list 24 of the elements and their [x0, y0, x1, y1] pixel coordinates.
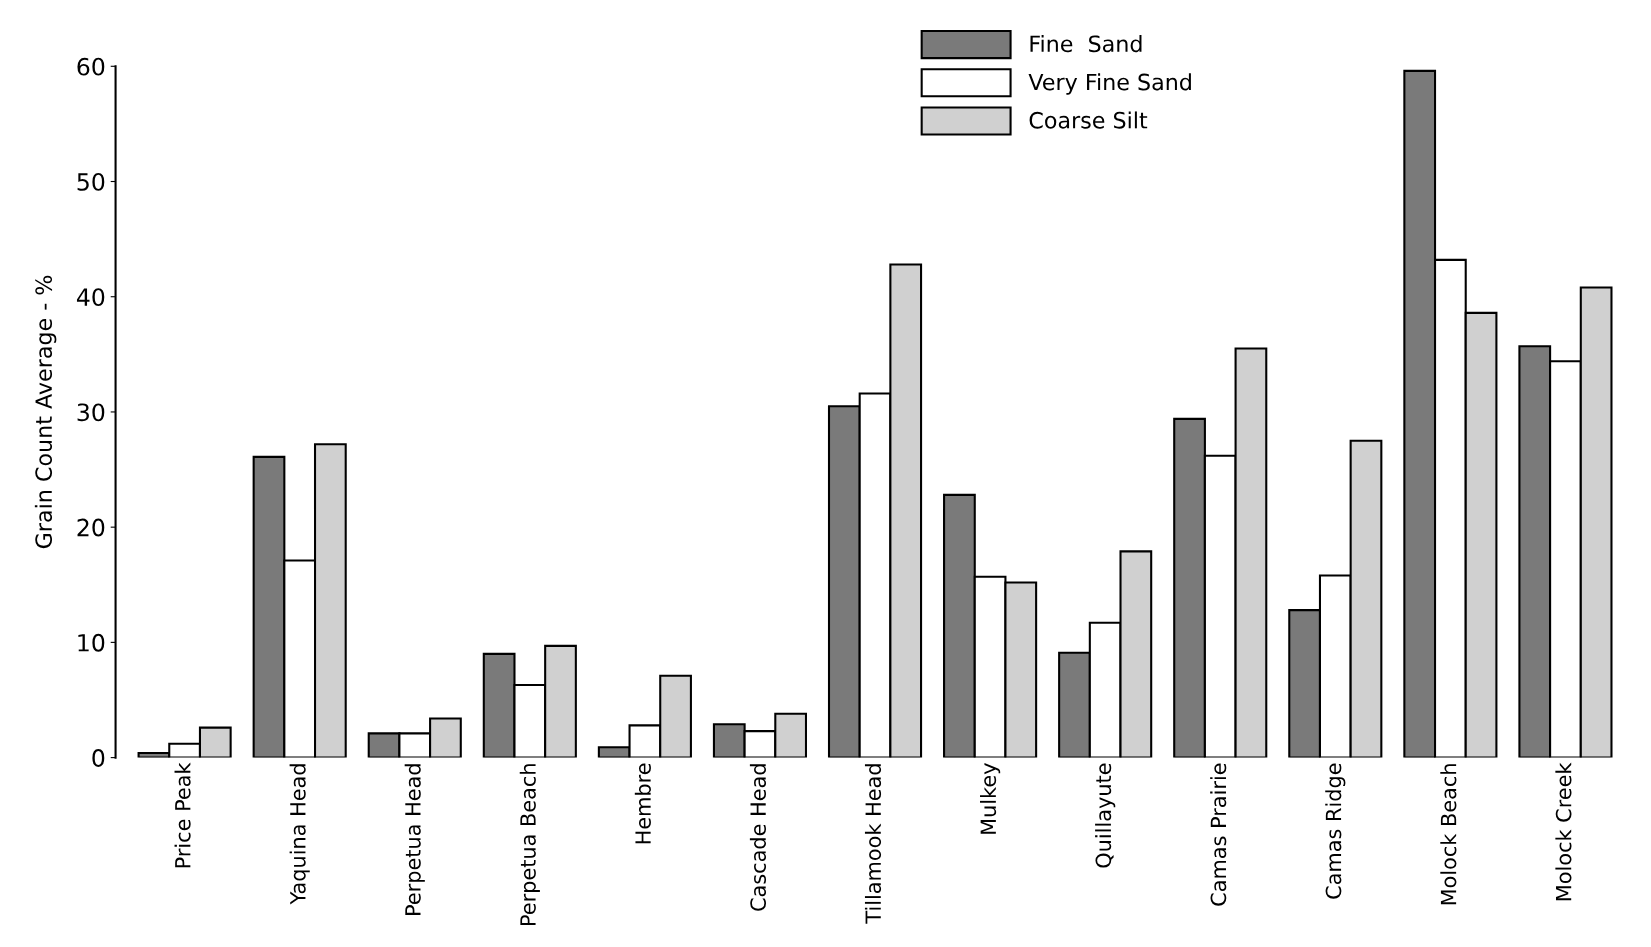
x-tick-label: Molock Creek	[1555, 762, 1572, 901]
x-tick-label: Quillayute	[1095, 763, 1116, 868]
x-tick-label: Perpetua Head	[404, 764, 425, 915]
y-axis-title: Grain Count Average - %	[34, 275, 57, 549]
y-tick-label: 50	[77, 172, 105, 191]
y-tick-label: 40	[76, 288, 105, 307]
x-tick-label: Yaquina Head	[289, 764, 310, 905]
x-tick-label: Molock Beach	[1440, 764, 1457, 905]
x-tick-label: Mulkey	[980, 763, 1001, 834]
y-tick-label: 60	[77, 57, 105, 76]
legend-label: Coarse Silt	[1029, 111, 1148, 129]
x-tick-label: Camas Prairie	[1210, 763, 1227, 906]
y-tick-label: 10	[78, 633, 105, 652]
x-tick-label: Perpetua Beach	[519, 764, 540, 925]
x-tick-label: Camas Ridge	[1325, 763, 1346, 899]
x-tick-label: Tillamook Head	[864, 764, 882, 924]
y-tick-label: 30	[77, 403, 105, 422]
x-tick-label: Hembre	[634, 763, 651, 844]
x-tick-label: Cascade Head	[749, 764, 767, 911]
legend-label: Very Fine Sand	[1028, 73, 1191, 95]
legend-label: Fine Sand	[1030, 34, 1142, 53]
y-tick-label: 0	[92, 749, 105, 767]
x-tick-label: Price Peak	[174, 762, 191, 868]
y-tick-label: 20	[77, 518, 105, 537]
